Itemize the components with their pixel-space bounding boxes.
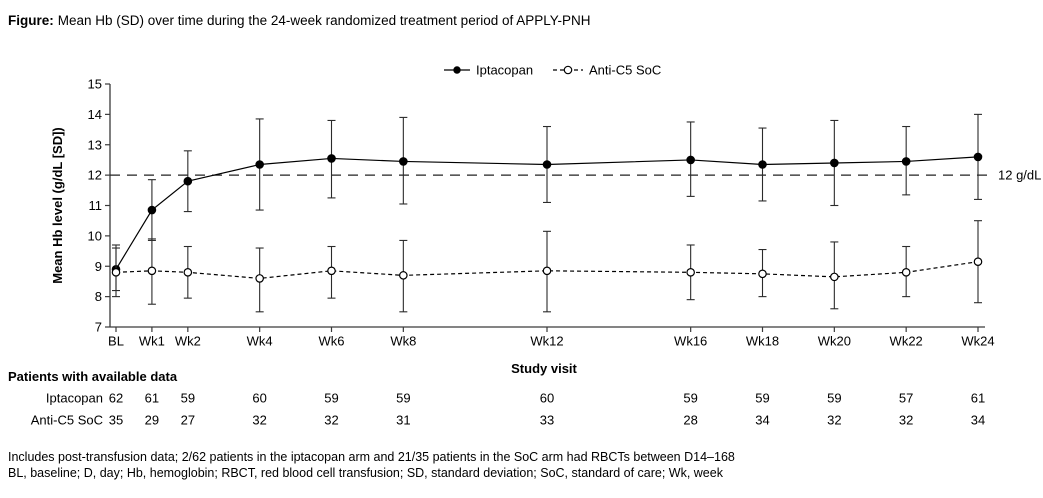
figure-title-prefix: Figure: — [8, 13, 54, 28]
data-point-anti-c5-soc — [686, 268, 695, 277]
patients-table-heading: Patients with available data — [8, 369, 178, 384]
y-tick-label: 8 — [95, 289, 102, 304]
patient-count-cell: 61 — [145, 391, 159, 406]
data-point-anti-c5-soc — [255, 274, 264, 283]
patient-count-cell: 59 — [827, 391, 841, 406]
data-point-anti-c5-soc — [901, 268, 911, 277]
figure-title-text: Mean Hb (SD) over time during the 24-wee… — [57, 13, 591, 28]
data-point-anti-c5-soc — [147, 266, 157, 276]
data-point-anti-c5-soc — [327, 266, 336, 276]
x-tick-label: Wk6 — [319, 334, 345, 349]
y-tick-label: 10 — [88, 228, 102, 243]
x-axis-title: Study visit — [511, 361, 577, 376]
data-point-anti-c5-soc — [111, 268, 121, 277]
x-tick-label: BL — [108, 334, 124, 349]
patient-count-cell: 27 — [181, 413, 195, 428]
data-point-anti-c5-soc — [542, 266, 552, 276]
data-point-iptacopan — [327, 154, 336, 163]
data-point-anti-c5-soc — [183, 268, 193, 277]
x-tick-label: Wk12 — [530, 334, 563, 349]
x-tick-label: Wk22 — [890, 334, 923, 349]
patient-count-cell: 59 — [324, 391, 338, 406]
footnote-line-2: BL, baseline; D, day; Hb, hemoglobin; RB… — [8, 465, 723, 480]
patient-count-cell: 32 — [827, 413, 841, 428]
patient-count-cell: 34 — [755, 413, 769, 428]
table-row-label: Anti-C5 SoC — [31, 413, 103, 428]
patient-count-cell: 59 — [683, 391, 697, 406]
x-tick-label: Wk8 — [390, 334, 416, 349]
x-tick-label: Wk16 — [674, 334, 707, 349]
legend-label-iptacopan: Iptacopan — [476, 63, 533, 78]
legend-marker-anti-c5-soc — [563, 65, 573, 75]
patient-count-cell: 32 — [252, 413, 266, 428]
data-point-iptacopan — [255, 160, 264, 169]
footnotes: Includes post-transfusion data; 2/62 pat… — [8, 450, 735, 482]
y-tick-label: 12 — [88, 168, 102, 183]
data-point-iptacopan — [901, 157, 911, 166]
patient-count-cell: 34 — [971, 413, 985, 428]
patient-count-cell: 59 — [396, 391, 410, 406]
patient-count-cell: 57 — [899, 391, 913, 406]
x-tick-label: Wk4 — [247, 334, 273, 349]
data-point-anti-c5-soc — [399, 271, 408, 280]
x-tick-label: Wk20 — [818, 334, 851, 349]
data-point-iptacopan — [830, 158, 839, 168]
patient-count-cell: 32 — [324, 413, 338, 428]
data-point-iptacopan — [147, 205, 157, 215]
table-row-label: Iptacopan — [46, 391, 103, 406]
y-tick-label: 11 — [89, 198, 103, 213]
patient-count-cell: 35 — [109, 413, 123, 428]
patient-count-cell: 33 — [540, 413, 554, 428]
legend-label-anti-c5-soc: Anti-C5 SoC — [589, 63, 661, 78]
legend-marker-iptacopan — [453, 66, 461, 74]
y-tick-label: 13 — [88, 137, 102, 152]
y-tick-label: 7 — [95, 320, 102, 335]
figure-title: Figure: Mean Hb (SD) over time during the… — [8, 12, 591, 29]
x-tick-label: Wk18 — [746, 334, 779, 349]
footnote-line-1: Includes post-transfusion data; 2/62 pat… — [8, 450, 735, 464]
patient-count-cell: 61 — [971, 391, 985, 406]
y-tick-label: 9 — [95, 259, 102, 274]
patient-count-cell: 31 — [396, 413, 410, 428]
patient-count-cell: 29 — [145, 413, 159, 428]
patient-count-cell: 60 — [540, 391, 554, 406]
data-point-anti-c5-soc — [973, 257, 983, 266]
series-line-anti-c5-soc — [115, 261, 979, 280]
data-point-anti-c5-soc — [830, 272, 839, 282]
reference-line-label: 12 g/dL — [998, 168, 1041, 183]
x-tick-label: Wk1 — [139, 334, 165, 349]
patient-count-cell: 60 — [252, 391, 266, 406]
patient-count-cell: 32 — [899, 413, 913, 428]
patient-count-cell: 59 — [755, 391, 769, 406]
data-point-iptacopan — [542, 160, 552, 169]
x-tick-label: Wk24 — [961, 334, 994, 349]
y-tick-label: 14 — [88, 107, 102, 122]
patient-count-cell: 28 — [683, 413, 697, 428]
data-point-iptacopan — [973, 152, 983, 162]
patient-count-cell: 62 — [109, 391, 123, 406]
series-line-iptacopan — [115, 156, 979, 270]
data-point-anti-c5-soc — [758, 269, 767, 279]
data-point-iptacopan — [758, 160, 767, 169]
x-tick-label: Wk2 — [175, 334, 201, 349]
data-point-iptacopan — [183, 176, 193, 186]
data-point-iptacopan — [399, 157, 408, 166]
data-point-iptacopan — [686, 155, 695, 165]
y-tick-label: 15 — [88, 77, 102, 92]
patient-count-cell: 59 — [181, 391, 195, 406]
y-axis-title: Mean Hb level (g/dL [SD]) — [50, 127, 65, 284]
